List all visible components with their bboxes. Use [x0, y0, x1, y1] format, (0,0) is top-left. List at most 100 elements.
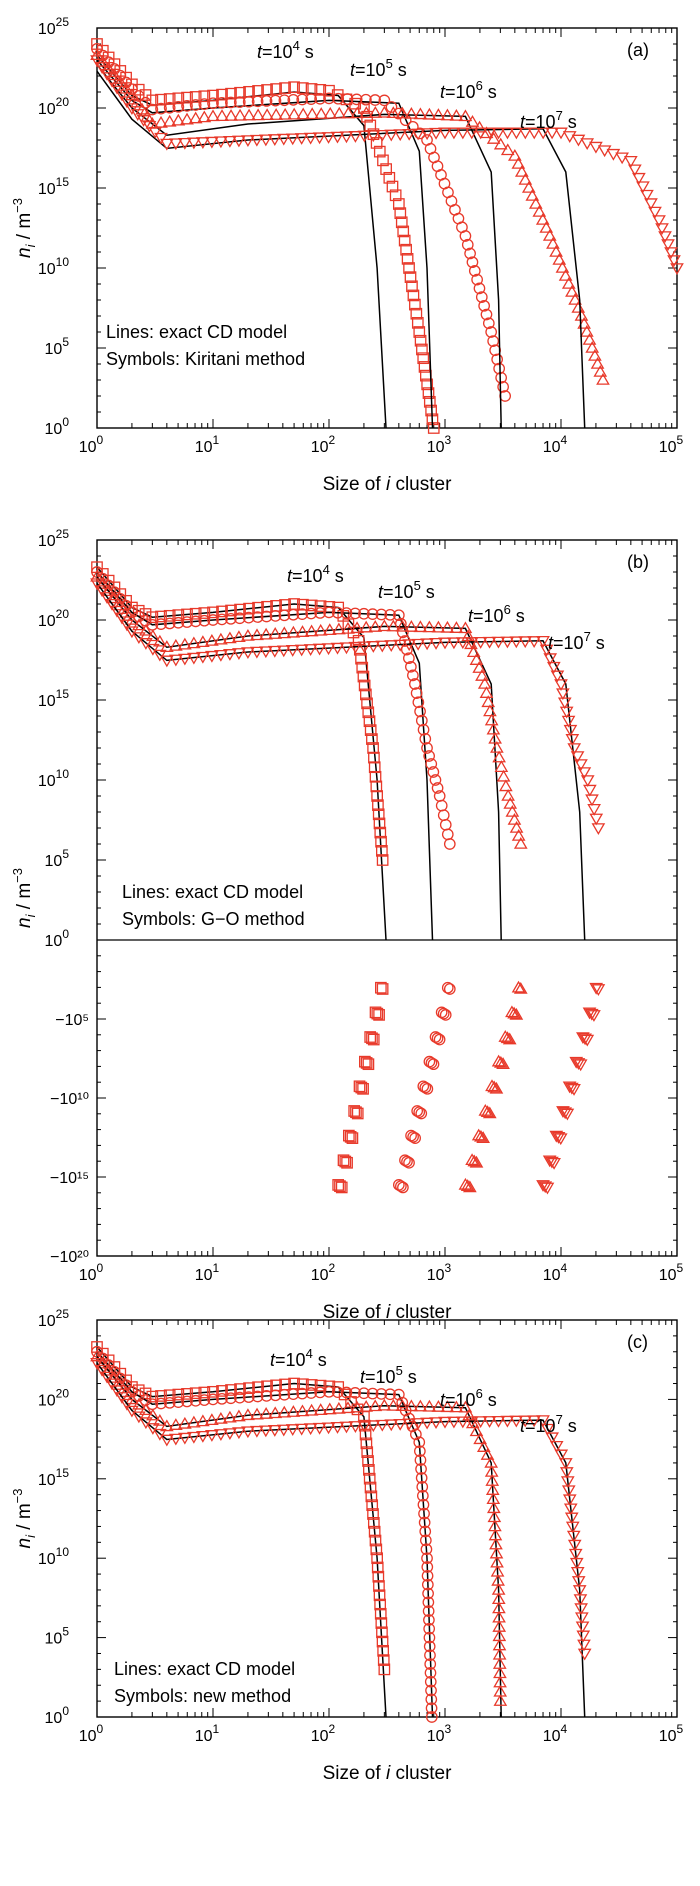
- y-tick-label: 105: [45, 1625, 70, 1648]
- data-point-circle: [378, 94, 391, 107]
- data-point-circle: [172, 1396, 185, 1408]
- data-point-triangle-down: [429, 127, 443, 140]
- data-point-triangle-down: [90, 55, 104, 68]
- data-point-triangle-up: [107, 68, 122, 81]
- data-point-circle: [385, 101, 398, 113]
- data-point-circle: [296, 93, 309, 106]
- data-point-triangle-up: [268, 627, 283, 639]
- data-point-triangle-down: [90, 1358, 104, 1370]
- data-point-triangle-up: [488, 731, 502, 744]
- data-point-square: [363, 1463, 375, 1476]
- x-tick-label: 100: [79, 1261, 104, 1284]
- data-point-triangle-down: [577, 1639, 591, 1652]
- data-point-square: [423, 395, 436, 408]
- data-point-circle: [413, 1436, 426, 1449]
- data-point-triangle-down: [267, 1425, 282, 1437]
- data-point-triangle-down: [527, 636, 541, 648]
- data-point-triangle-up: [458, 621, 473, 634]
- data-point-triangle-up: [350, 621, 364, 634]
- data-point-triangle-up: [593, 364, 608, 377]
- data-point-triangle-up: [395, 106, 410, 119]
- data-point-triangle-down: [223, 1428, 237, 1441]
- series-3: t=106 s: [90, 48, 610, 429]
- data-point-square: [362, 1455, 374, 1467]
- data-point-triangle-down: [267, 134, 282, 146]
- data-point-circle: [375, 1388, 388, 1400]
- data-point-triangle-down: [132, 632, 146, 645]
- data-point-triangle-down: [214, 1429, 228, 1441]
- data-point-circle: [407, 1131, 419, 1143]
- data-point-triangle-down: [178, 653, 192, 666]
- data-point-square: [406, 280, 418, 293]
- data-point-circle: [126, 83, 138, 96]
- data-point-triangle-up: [449, 621, 464, 633]
- data-point-triangle-up: [458, 1400, 473, 1413]
- data-point-circle: [431, 1032, 444, 1045]
- data-point-circle: [464, 247, 476, 260]
- data-point-triangle-down: [258, 134, 273, 147]
- data-point-triangle-up: [206, 109, 220, 122]
- data-point-square: [358, 102, 370, 114]
- data-point-square: [371, 1552, 383, 1565]
- legend-line: Symbols: G−O method: [122, 909, 305, 929]
- data-point-square: [139, 608, 152, 620]
- data-point-circle: [497, 381, 509, 393]
- data-point-square: [172, 92, 185, 105]
- data-point-triangle-down: [187, 652, 201, 665]
- data-point-triangle-down: [232, 135, 246, 148]
- panel-label: (a): [627, 40, 649, 60]
- data-point-square: [216, 1385, 228, 1397]
- data-point-triangle-up: [582, 332, 597, 345]
- data-point-triangle-up: [125, 1392, 139, 1405]
- data-point-square: [353, 1080, 366, 1093]
- y-tick-label: 100: [45, 415, 70, 438]
- data-point-triangle-down: [178, 137, 192, 150]
- data-point-triangle-up: [187, 636, 201, 649]
- data-point-circle: [296, 608, 309, 620]
- data-point-triangle-down: [447, 127, 461, 140]
- data-point-triangle-down: [223, 649, 237, 661]
- data-point-triangle-down: [574, 1603, 588, 1616]
- data-point-square: [189, 607, 202, 620]
- data-point-square: [372, 1570, 385, 1583]
- data-point-triangle-up: [233, 108, 247, 121]
- data-point-triangle-down: [558, 1107, 573, 1120]
- data-point-triangle-up: [90, 569, 104, 582]
- data-point-triangle-up: [449, 108, 464, 121]
- data-point-triangle-down: [115, 612, 129, 625]
- data-point-triangle-down: [125, 626, 139, 639]
- data-point-triangle-down: [146, 643, 160, 656]
- data-point-triangle-down: [536, 636, 550, 648]
- data-point-triangle-up: [561, 276, 576, 289]
- data-point-circle: [198, 1394, 211, 1406]
- y-tick-label-negative: −10⁵: [55, 1012, 89, 1029]
- data-point-square: [374, 1607, 387, 1620]
- data-point-square: [207, 606, 219, 619]
- data-point-triangle-up: [571, 300, 586, 313]
- data-point-triangle-down: [366, 641, 381, 653]
- data-point-triangle-down: [241, 647, 255, 660]
- data-point-triangle-up: [422, 107, 437, 120]
- data-point-triangle-down: [153, 1428, 167, 1441]
- data-point-circle: [349, 607, 362, 620]
- data-point-triangle-down: [559, 706, 574, 719]
- data-point-square: [373, 1009, 385, 1021]
- series-3: t=106 s: [90, 569, 528, 1193]
- data-point-triangle-up: [368, 1399, 383, 1412]
- data-point-triangle-down: [574, 1612, 589, 1625]
- data-point-triangle-up: [480, 1448, 495, 1460]
- data-point-square: [373, 1589, 386, 1602]
- data-point-square: [363, 715, 376, 728]
- data-point-triangle-down: [420, 1417, 434, 1430]
- data-point-square: [368, 761, 381, 774]
- data-point-triangle-up: [295, 1404, 310, 1417]
- data-point-square: [376, 845, 388, 857]
- data-point-triangle-down: [100, 1371, 114, 1384]
- data-point-square: [252, 601, 264, 614]
- data-point-triangle-up: [146, 1408, 160, 1421]
- data-point-triangle-up: [305, 107, 320, 120]
- data-point-triangle-up: [486, 722, 501, 735]
- data-point-square: [422, 387, 435, 399]
- data-point-square: [373, 145, 386, 158]
- data-point-triangle-up: [404, 1399, 419, 1412]
